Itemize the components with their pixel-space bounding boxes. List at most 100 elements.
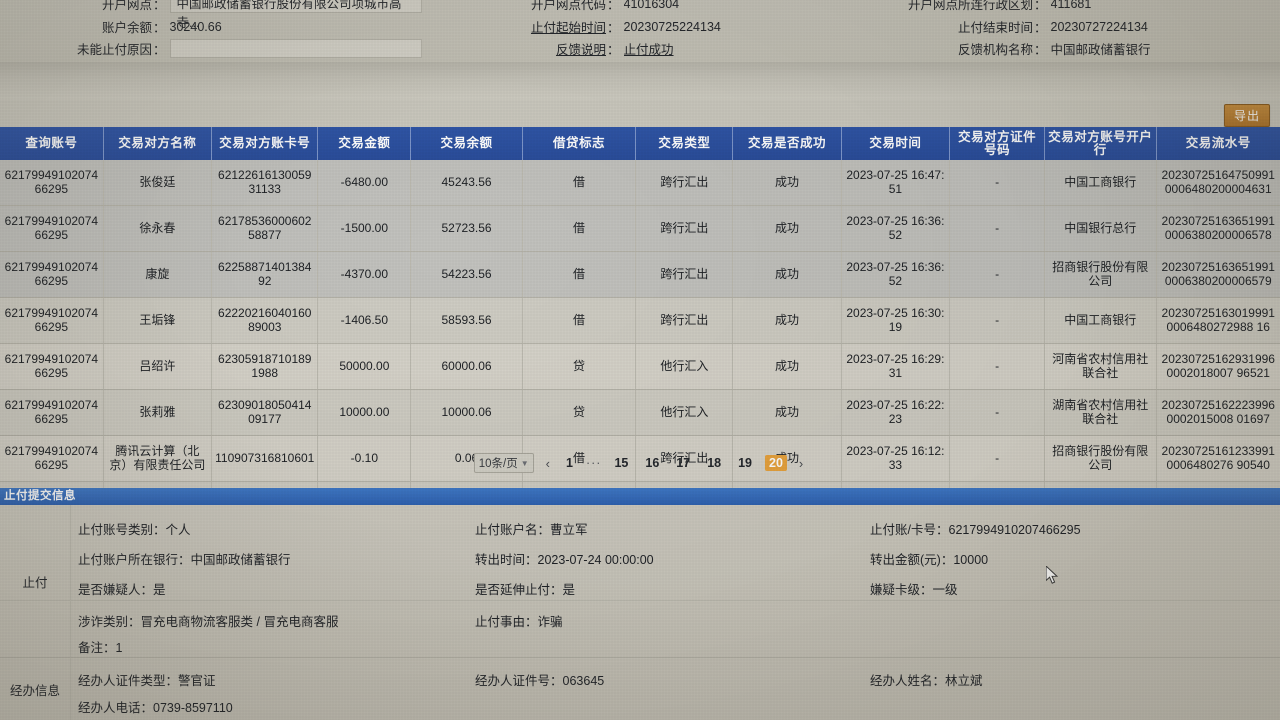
col-txn-time[interactable]: 交易时间 bbox=[841, 127, 951, 160]
chevron-down-icon: ▼ bbox=[520, 458, 529, 468]
cell-txn-time: 2023-07-25 16:22:23 bbox=[841, 389, 951, 436]
field-fail-reason-value[interactable] bbox=[169, 39, 422, 58]
field-stop-start-time-value: 20230725224134 bbox=[623, 19, 721, 34]
cell-amount: -1500.00 bbox=[317, 205, 412, 252]
field-feedback-org-label: 反馈机构名称 bbox=[957, 43, 1033, 57]
col-counterparty-bank[interactable]: 交易对方账号开户行 bbox=[1044, 127, 1157, 160]
colon: ： bbox=[165, 674, 179, 688]
section-body: 止付 止付账号类别：个人 止付账户名：曹立军 止付账/卡号：6217994910… bbox=[0, 505, 1280, 720]
table-row[interactable]: 6217994910207466295 腾讯云计算（北京）有限责任公司 1109… bbox=[0, 435, 1280, 482]
cell-txn-time: 2023-07-25 16:36:52 bbox=[841, 251, 951, 298]
field-handler-id-type: 经办人证件类型：警官证 bbox=[78, 670, 216, 689]
cell-serial: 202307251629319960002018007 96521 bbox=[1156, 343, 1280, 390]
cell-query-account: 6217994910207466295 bbox=[0, 251, 104, 298]
cell-success: 成功 bbox=[732, 251, 842, 298]
colon: ： bbox=[550, 583, 563, 597]
page-button-1[interactable]: 1 bbox=[566, 456, 573, 470]
colon: ： bbox=[1034, 21, 1047, 35]
field-branch-region-label: 开户网点所连行政区划 bbox=[907, 0, 1033, 12]
field-transfer-amount: 转出金额(元)：10000 bbox=[870, 549, 988, 568]
field-stop-account-name-label: 止付账户名 bbox=[475, 523, 538, 537]
transactions-table: 查询账号 交易对方名称 交易对方账卡号 交易金额 交易余额 借贷标志 交易类型 … bbox=[0, 127, 1280, 528]
colon: ： bbox=[932, 674, 946, 688]
cell-amount: 10000.00 bbox=[317, 389, 412, 436]
cell-counterparty-bank: 中国银行总行 bbox=[1044, 205, 1157, 252]
field-stop-reason: 止付事由：诈骗 bbox=[475, 611, 563, 630]
cell-counterparty-id: - bbox=[949, 435, 1046, 482]
cell-balance: 52723.56 bbox=[410, 205, 523, 252]
col-query-account[interactable]: 查询账号 bbox=[0, 127, 104, 160]
page-button-15[interactable]: 15 bbox=[614, 456, 629, 470]
next-page-button[interactable]: › bbox=[798, 455, 804, 471]
field-fraud-category: 涉诈类别：冒充电商物流客服类 / 冒充电商客服 bbox=[78, 611, 338, 630]
table-row[interactable]: 6217994910207466295 徐永春 6217853600060258… bbox=[0, 205, 1280, 252]
colon: ： bbox=[607, 0, 620, 12]
table-row[interactable]: 6217994910207466295 王垢锋 6222021604016089… bbox=[0, 297, 1280, 344]
colon: ： bbox=[103, 641, 116, 655]
cell-query-account: 6217994910207466295 bbox=[0, 389, 104, 436]
field-handler-name: 经办人姓名：林立斌 bbox=[870, 670, 983, 689]
cell-counterparty-card: 6230901805041409177 bbox=[211, 389, 319, 436]
cell-txn-type: 跨行汇出 bbox=[635, 205, 734, 252]
cell-success: 成功 bbox=[732, 205, 842, 252]
group-handler-info: 经办信息 经办人证件类型：警官证 经办人证件号：063645 经办人姓名：林立斌… bbox=[0, 658, 1280, 720]
page-button-18[interactable]: 18 bbox=[707, 456, 722, 470]
colon: ： bbox=[920, 583, 933, 597]
field-stop-account-bank-label: 止付账户所在银行 bbox=[78, 553, 179, 567]
col-balance[interactable]: 交易余额 bbox=[410, 127, 523, 160]
field-handler-id-type-label: 经办人证件类型 bbox=[78, 674, 166, 688]
field-handler-phone: 经办人电话：0739-8597110 bbox=[78, 697, 233, 716]
export-button[interactable]: 导出 bbox=[1223, 104, 1270, 127]
cell-serial: 202307251630199910006480272988 16 bbox=[1156, 297, 1280, 344]
page-size-label: 10条/页 bbox=[478, 458, 518, 470]
col-amount[interactable]: 交易金额 bbox=[317, 127, 412, 160]
field-handler-name-label: 经办人姓名 bbox=[870, 674, 933, 688]
cell-counterparty-bank: 湖南省农村信用社联合社 bbox=[1044, 389, 1157, 436]
table-row[interactable]: 6217994910207466295 吕绍许 6230591871018919… bbox=[0, 343, 1280, 390]
field-stop-end-time-value: 20230727224134 bbox=[1050, 19, 1148, 34]
table-row[interactable]: 6217994910207466295 康旋 6225887140138492 … bbox=[0, 251, 1280, 298]
cell-query-account: 6217994910207466295 bbox=[0, 297, 104, 344]
colon: ： bbox=[550, 674, 563, 688]
cell-balance: 10000.06 bbox=[410, 389, 523, 436]
account-detail-panel: 开户网点 ： 中国邮政储蓄银行股份有限公司项城市高寺... 账户余额 ： 302… bbox=[0, 0, 1280, 62]
field-feedback-org: 反馈机构名称 ： 中国邮政储蓄银行 bbox=[905, 39, 1151, 58]
field-stop-reason-value: 诈骗 bbox=[537, 615, 563, 629]
col-counterparty-card[interactable]: 交易对方账卡号 bbox=[211, 127, 319, 160]
field-fraud-category-value: 冒充电商物流客服类 / 冒充电商客服 bbox=[140, 615, 339, 629]
prev-page-button[interactable]: ‹ bbox=[545, 455, 551, 471]
table-row[interactable]: 6217994910207466295 张莉雅 6230901805041409… bbox=[0, 389, 1280, 436]
col-success[interactable]: 交易是否成功 bbox=[732, 127, 842, 160]
field-open-branch: 开户网点 ： 中国邮政储蓄银行股份有限公司项城市高寺... bbox=[60, 0, 460, 30]
page-button-17[interactable]: 17 bbox=[676, 456, 691, 470]
field-stop-card-no-value: 6217994910207466295 bbox=[948, 523, 1081, 537]
pagination: 10条/页 ▼ ‹ 1 ··· 15 16 17 18 19 20 › bbox=[0, 446, 1280, 480]
table-header-row: 查询账号 交易对方名称 交易对方账卡号 交易金额 交易余额 借贷标志 交易类型 … bbox=[0, 127, 1280, 160]
cell-success: 成功 bbox=[732, 435, 842, 482]
cell-amount: 50000.00 bbox=[317, 343, 412, 390]
field-suspect-card-level: 嫌疑卡级：一级 bbox=[870, 579, 958, 598]
cell-balance: 60000.06 bbox=[410, 343, 523, 390]
col-dc-flag[interactable]: 借贷标志 bbox=[522, 127, 637, 160]
col-serial[interactable]: 交易流水号 bbox=[1156, 127, 1280, 160]
field-feedback-note-value: 止付成功 bbox=[623, 43, 674, 57]
page-button-16[interactable]: 16 bbox=[645, 456, 660, 470]
cell-counterparty-id: - bbox=[949, 389, 1046, 436]
col-txn-type[interactable]: 交易类型 bbox=[635, 127, 734, 160]
page-size-select[interactable]: 10条/页 ▼ bbox=[473, 453, 534, 473]
table-row[interactable]: 6217994910207466295 张俊廷 6212261613005931… bbox=[0, 160, 1280, 206]
page-button-19[interactable]: 19 bbox=[738, 456, 752, 470]
page-button-20-current[interactable]: 20 bbox=[765, 455, 787, 471]
cell-serial: 202307251612339910006480276 90540 bbox=[1156, 435, 1280, 482]
cell-amount: -0.10 bbox=[317, 435, 412, 482]
cell-success: 成功 bbox=[732, 160, 842, 206]
col-counterparty-name[interactable]: 交易对方名称 bbox=[103, 127, 213, 160]
cell-counterparty-card: 6212261613005931133 bbox=[211, 160, 319, 206]
cell-txn-type: 跨行汇出 bbox=[635, 435, 734, 482]
cell-counterparty-name: 张俊廷 bbox=[103, 160, 213, 206]
col-counterparty-id[interactable]: 交易对方证件号码 bbox=[949, 127, 1046, 160]
field-branch-region: 开户网点所连行政区划 ： 411681 bbox=[905, 0, 1091, 13]
field-remark-value: 1 bbox=[115, 641, 123, 655]
field-stop-account-type-value: 个人 bbox=[165, 523, 191, 537]
field-stop-account-type: 止付账号类别：个人 bbox=[78, 519, 191, 538]
